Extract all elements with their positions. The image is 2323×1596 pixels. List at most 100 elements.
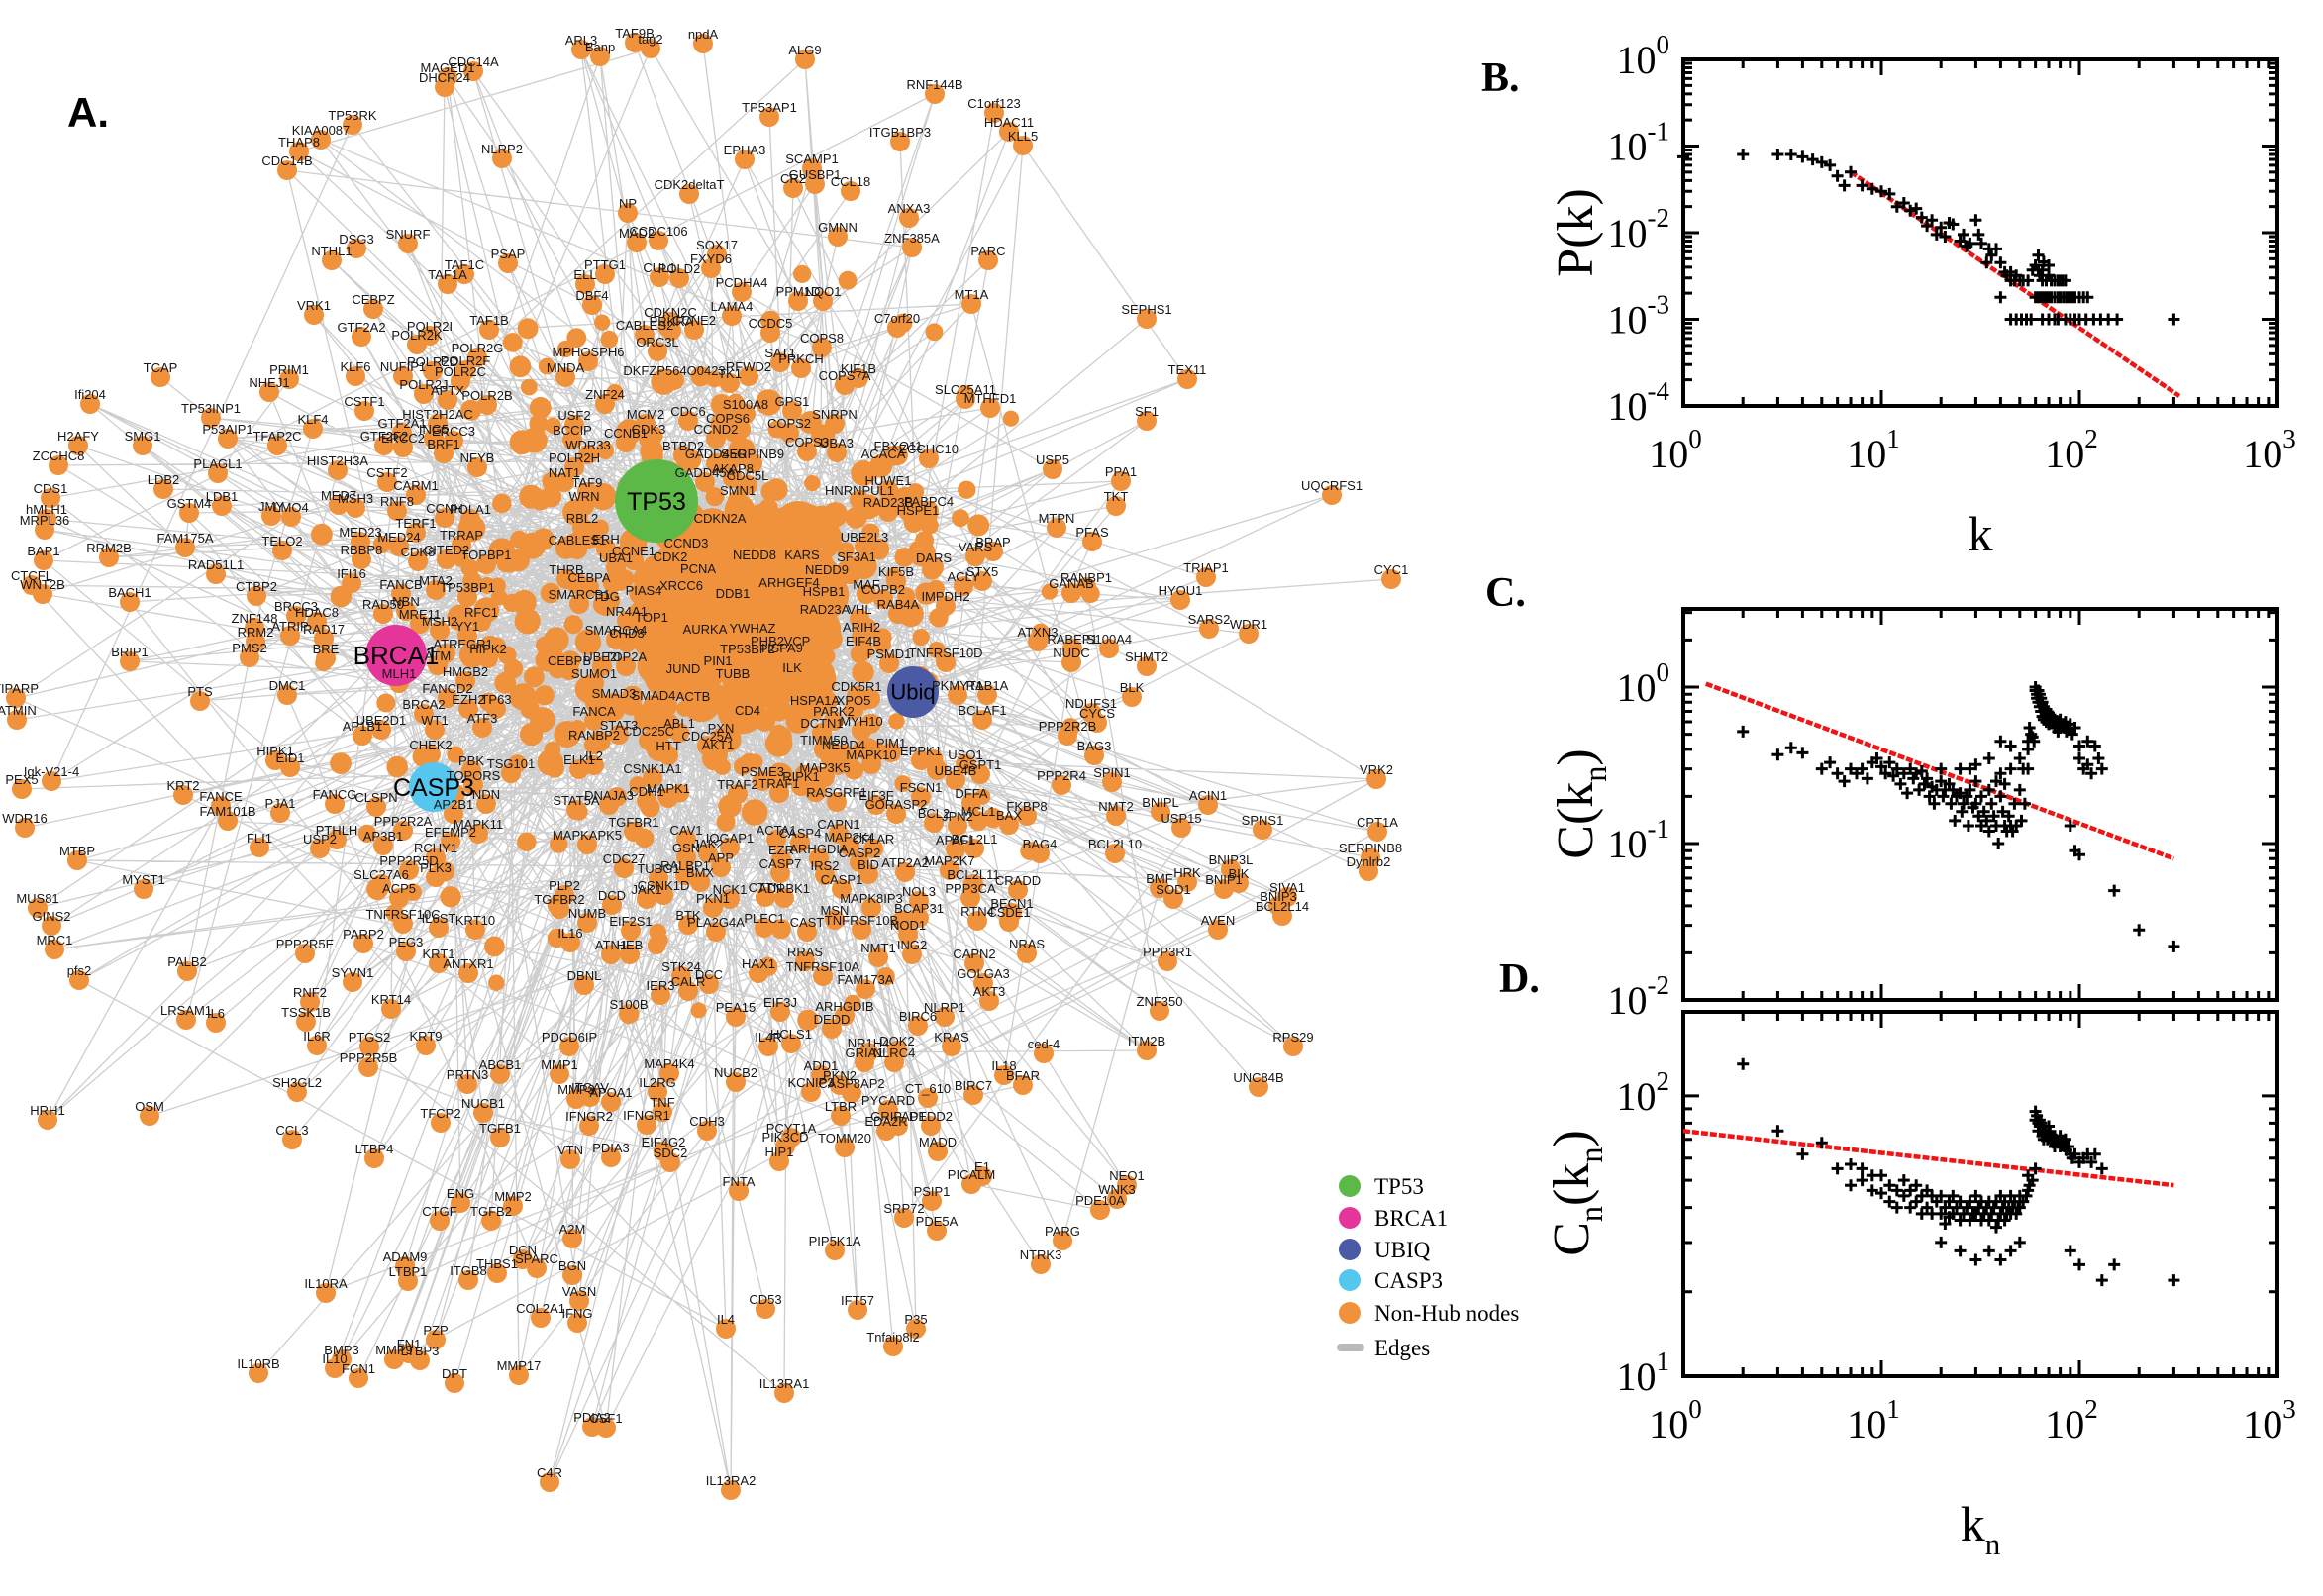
network-node [277,160,297,180]
hub-nodes [365,459,939,812]
node-label: AP3B1 [363,829,403,844]
network-node [783,178,803,198]
network-node [363,299,383,319]
network-node [787,641,807,660]
node-label: TOMM20 [818,1131,871,1146]
node-label: TAF9 [572,475,603,490]
node-label: ACACA [861,447,906,461]
network-node [486,699,506,719]
network-node [898,925,918,945]
node-label: CCNE2 [672,313,716,328]
network-node [176,1010,196,1030]
network-node [919,449,939,468]
node-label: ZNF148 [232,611,278,626]
node-label: PXN [708,721,735,736]
network-node [384,1349,404,1369]
node-label: PIM1 [876,736,906,750]
network-node [837,542,855,559]
network-node [280,626,300,646]
node-label: SPARC [515,1251,558,1266]
node-label: MAPKAPK5 [553,828,622,843]
network-node [772,648,792,667]
node-label: MAD2 [619,226,655,241]
network-node [206,564,226,584]
network-node [447,746,464,763]
network-node [831,1106,851,1126]
network-node [1196,567,1216,587]
node-label: BMP3 [324,1343,358,1357]
network-node [755,594,777,617]
network-node [151,367,170,387]
node-label: CDC27 [603,851,646,866]
network-node [693,34,713,53]
network-node [634,590,654,610]
node-label: RAD23B [863,495,914,510]
network-node [793,264,812,283]
node-label: FKBP8 [1006,799,1047,814]
network-node [295,944,315,963]
node-label: SPNS1 [1242,813,1284,828]
tick-label: 103 [2243,424,2296,476]
node-label: MMP3 [557,1082,595,1097]
node-label: CABLES2 [616,318,674,333]
network-node [614,858,634,878]
network-node [720,889,740,909]
scatter-points [1737,1057,2180,1287]
node-label: PLK3 [420,860,452,875]
network-node [545,417,561,434]
network-node [373,604,393,624]
network-node [977,685,997,705]
network-node [895,862,915,882]
network-node [697,1121,717,1141]
node-label: BLK [1120,680,1145,695]
node-label: HTT [656,739,680,753]
network-node [873,453,893,473]
node-label: CASP4 [779,826,822,841]
network-node [812,338,832,357]
node-label: MAPK1 [647,781,690,796]
network-node [177,961,197,981]
node-label: IL13RA1 [759,1376,810,1391]
network-node [477,395,497,415]
node-label: MAP2K7 [924,853,974,868]
node-label: HIP1 [765,1145,794,1159]
node-label: TNFRSF10A [786,959,860,974]
network-node [948,685,967,705]
node-label: KRT1 [423,947,455,961]
node-label: CASP1 [821,872,863,887]
network-node [289,142,309,161]
network-node [311,523,333,546]
network-node [770,919,792,940]
node-label: LDB1 [206,489,239,504]
node-label: PPP2R5B [340,1050,398,1065]
node-label: SERPINB8 [1339,841,1402,855]
node-label: NUMB [568,906,606,921]
node-label: TKT [1104,489,1129,504]
node-label: APP [708,850,734,865]
tick-label: 10-2 [1608,203,1670,255]
network-node [743,453,762,473]
node-label: LMO4 [273,500,308,515]
node-label: BRIP1 [111,645,149,659]
network-node [994,1065,1014,1085]
network-node [1171,818,1191,838]
network-node [881,743,901,762]
network-node [472,718,492,738]
node-label: MCL1 [961,804,996,819]
legend-swatch-brca1 [1339,1207,1361,1229]
network-node [617,611,637,631]
network-node [804,475,821,492]
node-label: NR4A1 [606,604,648,619]
network-node [850,609,869,629]
node-label: LTBR [825,1099,857,1114]
network-node [814,591,834,611]
node-label: CABLES1 [549,533,607,548]
network-node [1002,410,1020,427]
network-node [457,587,477,607]
node-label: DBF4 [575,288,608,303]
network-node [559,1037,579,1056]
network-node [502,333,523,352]
network-node [458,699,478,719]
node-label: BNIP3L [1209,852,1254,867]
